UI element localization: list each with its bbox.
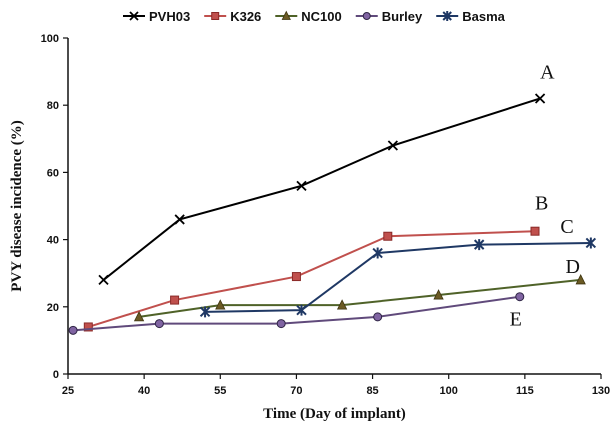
x-axis-title: Time (Day of implant) [263, 406, 406, 422]
y-tick-label: 20 [47, 302, 59, 314]
data-point [296, 180, 307, 191]
data-point [291, 272, 301, 282]
data-point [387, 140, 399, 151]
data-point [281, 10, 291, 20]
series-basma [199, 237, 597, 318]
data-point [373, 312, 383, 322]
series-group [68, 93, 597, 335]
series-burley [68, 292, 525, 335]
legend: PVH03 K326 NC100 Burley Basma [123, 9, 506, 24]
legend-label: Burley [382, 9, 423, 24]
data-point [473, 239, 485, 251]
x-tick-label: 70 [290, 385, 302, 397]
data-point [383, 231, 393, 241]
legend-item: Basma [436, 9, 506, 24]
y-tick-label: 0 [53, 369, 59, 381]
data-point [170, 295, 180, 305]
data-point [530, 226, 540, 236]
data-point [585, 237, 597, 249]
data-point [534, 93, 546, 104]
legend-label: PVH03 [149, 9, 190, 24]
data-point [68, 325, 78, 335]
data-point [372, 247, 383, 259]
data-point [199, 306, 211, 318]
data-point [98, 274, 109, 286]
data-point [129, 11, 139, 21]
x-tick-label: 55 [214, 385, 226, 397]
data-point [442, 11, 452, 21]
data-point [211, 12, 220, 20]
x-tick-label: 100 [440, 385, 458, 397]
series-nc100 [133, 274, 586, 322]
legend-label: K326 [230, 9, 261, 24]
data-point [215, 299, 226, 310]
series-line [205, 241, 591, 313]
data-point [276, 319, 286, 329]
data-point [336, 299, 348, 310]
legend-item: PVH03 [123, 9, 190, 24]
legend-label: NC100 [301, 9, 341, 24]
data-point [296, 304, 307, 316]
series-line [102, 97, 541, 281]
annotation-group: A BCD E [510, 61, 580, 330]
data-point [154, 319, 164, 329]
data-point [515, 292, 525, 302]
legend-label: Basma [462, 9, 505, 24]
data-point [174, 214, 185, 225]
annotation-label: C [560, 216, 573, 238]
series-pvh03 [98, 93, 546, 286]
y-axis-title: PVY disease incidence (%) [9, 120, 25, 292]
axes [67, 38, 601, 375]
data-point [83, 322, 93, 332]
annotation-label: E [510, 308, 522, 330]
y-tick-label: 80 [47, 100, 59, 112]
y-tick-label: 100 [41, 33, 59, 45]
y-tick-label: 40 [47, 235, 59, 247]
x-tick-label: 25 [62, 385, 74, 397]
legend-item: NC100 [275, 9, 342, 24]
legend-item: K326 [204, 9, 261, 24]
legend-item: Burley [355, 9, 423, 24]
annotation-label: B [535, 192, 548, 214]
tick-group: 0 20 40 60 80 100 25 40 55 70 85 100 115 130 [41, 33, 611, 397]
x-tick-label: 115 [516, 385, 534, 397]
data-point [575, 274, 586, 285]
x-tick-label: 85 [366, 385, 378, 397]
annotation-label: D [565, 256, 579, 278]
data-point [433, 289, 444, 300]
data-point [133, 310, 145, 322]
series-k326 [83, 226, 540, 332]
x-tick-label: 130 [592, 385, 610, 397]
data-point [362, 12, 371, 20]
y-tick-label: 60 [47, 167, 59, 179]
annotation-label: A [540, 61, 555, 83]
x-tick-label: 40 [138, 385, 150, 397]
